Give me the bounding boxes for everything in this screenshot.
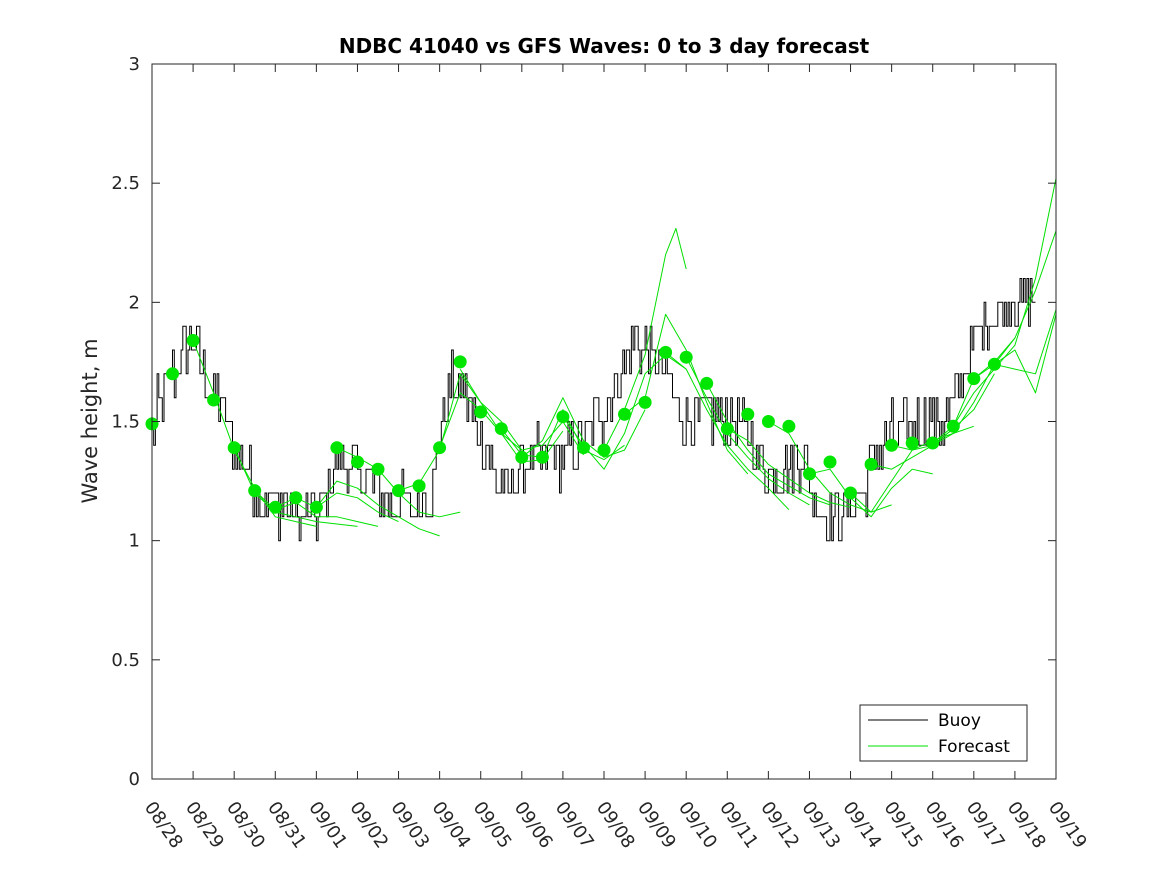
chart-title: NDBC 41040 vs GFS Waves: 0 to 3 day fore…	[339, 34, 870, 58]
forecast-marker-point	[659, 345, 673, 359]
forecast-marker-point	[248, 484, 262, 498]
forecast-marker-point	[987, 357, 1001, 371]
forecast-run-line	[973, 309, 1056, 380]
legend-box	[859, 704, 1028, 762]
forecast-marker-point	[905, 436, 919, 450]
forecast-marker-point	[618, 407, 631, 421]
forecast-run-line	[952, 230, 1056, 427]
forecast-marker-point	[720, 422, 734, 436]
y-tick-label: 2.5	[111, 173, 140, 194]
forecast-run-line	[685, 356, 810, 506]
forecast-marker-point	[638, 395, 652, 409]
forecast-marker-point	[330, 441, 344, 455]
legend-buoy-label: Buoy	[938, 711, 981, 731]
buoy-series	[152, 278, 1036, 542]
forecast-marker-point	[700, 376, 714, 390]
forecast-marker-point	[166, 367, 179, 381]
y-tick-label: 1	[129, 531, 140, 552]
y-axis-label: Wave height, m	[78, 338, 102, 503]
legend-forecast-label: Forecast	[938, 737, 1010, 757]
forecast-marker-point	[844, 486, 857, 500]
y-tick-label: 3	[129, 54, 140, 75]
forecast-marker-point	[803, 467, 816, 481]
forecast-marker-point	[433, 441, 447, 455]
forecast-marker-point	[926, 436, 940, 450]
buoy-line	[152, 278, 1036, 542]
y-axis: 0 0.5 1 1.5 2 2.5 3	[111, 54, 1056, 790]
forecast-marker-point	[412, 479, 426, 493]
forecast-marker-point	[371, 462, 385, 476]
forecast-marker-point	[474, 405, 488, 419]
forecast-marker-point	[453, 355, 467, 369]
forecast-marker-point	[679, 350, 693, 364]
forecast-marker-point	[186, 334, 200, 347]
forecast-marker-point	[556, 410, 570, 424]
y-tick-label: 0.5	[111, 650, 140, 671]
y-tick-label: 1.5	[111, 412, 140, 433]
forecast-marker-point	[864, 457, 878, 471]
forecast-run-line	[665, 352, 790, 511]
forecast-marker-point	[885, 438, 899, 452]
forecast-marker-point	[351, 455, 364, 469]
forecast-marker-point	[946, 419, 960, 433]
forecast-run-line	[727, 428, 851, 508]
forecast-marker-point	[823, 455, 837, 469]
forecast-marker-point	[782, 419, 796, 433]
forecast-marker-point	[577, 441, 590, 455]
forecast-run-line	[809, 468, 933, 518]
forecast-marker-point	[597, 443, 611, 457]
forecast-run-line	[994, 314, 1056, 394]
forecast-marker-point	[289, 491, 303, 505]
forecast-marker-point	[494, 422, 508, 436]
forecast-run-line	[521, 397, 646, 458]
forecast-marker-point	[268, 500, 282, 514]
forecast-marker-point	[227, 441, 241, 455]
y-tick-label: 0	[129, 769, 140, 790]
forecast-marker-point	[207, 393, 221, 407]
forecast-marker-point	[309, 500, 323, 514]
forecast-marker-point	[741, 407, 755, 421]
forecast-run-line	[706, 383, 831, 506]
y-tick-label: 2	[129, 292, 140, 313]
forecast-marker-point	[761, 415, 775, 428]
forecast-marker-point	[967, 372, 981, 386]
forecast-marker-point	[535, 450, 549, 464]
forecast-marker-point	[392, 484, 405, 498]
legend: Buoy Forecast	[859, 704, 1028, 762]
forecast-marker-point	[515, 450, 529, 464]
forecast-run-line	[316, 480, 440, 537]
forecast-markers	[145, 334, 1001, 514]
